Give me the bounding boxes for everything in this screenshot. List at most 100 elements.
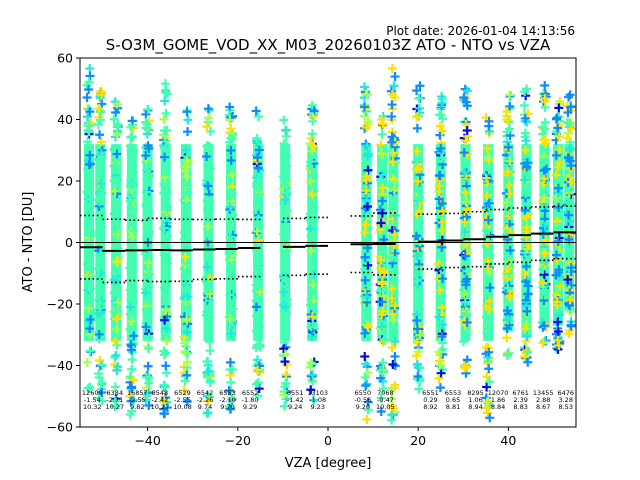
point-column <box>141 104 155 411</box>
data-point <box>280 258 290 268</box>
data-point <box>96 164 106 174</box>
data-point <box>363 368 373 378</box>
data-point <box>459 148 469 158</box>
bin-mean-label: -2.71 <box>106 396 123 404</box>
data-point <box>251 302 261 312</box>
bin-std-label: 8.53 <box>558 403 572 411</box>
data-point <box>460 167 470 177</box>
bin-std-label: 9.82 <box>130 403 144 411</box>
data-point <box>562 133 572 143</box>
data-point <box>484 347 494 357</box>
data-point <box>414 94 424 104</box>
data-point <box>205 346 215 356</box>
data-point <box>412 86 422 96</box>
data-point <box>113 362 123 372</box>
bin-mean-label: -2.10 <box>219 396 236 404</box>
data-point <box>227 364 237 374</box>
bin-std-label: 8.92 <box>423 403 437 411</box>
data-point <box>181 181 191 191</box>
data-point <box>82 112 92 122</box>
data-point <box>306 157 316 167</box>
data-point <box>414 103 424 113</box>
y-axis-ticks: −60 −40 −20 0 20 40 60 <box>47 51 80 435</box>
data-point <box>182 107 192 117</box>
data-point <box>461 136 471 146</box>
data-point <box>461 280 471 290</box>
data-point <box>306 358 316 368</box>
data-point <box>281 302 291 312</box>
data-point <box>282 161 292 171</box>
data-point <box>94 393 104 403</box>
data-point <box>225 115 235 125</box>
data-point <box>226 155 236 165</box>
data-point <box>129 331 139 341</box>
data-point <box>254 201 264 211</box>
data-point <box>141 187 151 197</box>
data-point <box>460 217 470 227</box>
data-point <box>412 276 422 286</box>
data-point <box>435 121 445 131</box>
y-tick-label: −20 <box>47 297 73 312</box>
data-point <box>412 324 422 334</box>
data-point <box>308 280 318 290</box>
point-column <box>519 84 533 367</box>
data-point <box>554 203 564 213</box>
data-point <box>540 81 550 91</box>
data-point <box>460 251 470 261</box>
data-point <box>437 302 447 312</box>
data-point <box>94 103 104 113</box>
data-point <box>306 246 316 256</box>
point-column <box>224 102 238 414</box>
point-column <box>538 81 551 348</box>
data-point <box>485 182 495 192</box>
data-point <box>83 137 93 147</box>
bin-count-label: 16857 <box>127 389 148 397</box>
data-point <box>551 170 561 180</box>
data-point <box>436 143 446 153</box>
bin-std-label: 10.05 <box>376 403 395 411</box>
data-point <box>85 176 95 186</box>
data-point <box>126 141 136 151</box>
data-point <box>83 259 93 269</box>
data-point <box>502 315 512 325</box>
bin-count-label: 12070 <box>488 389 509 397</box>
data-point <box>414 322 424 332</box>
point-column <box>179 105 193 407</box>
data-point <box>483 215 493 225</box>
bin-mean-label: 1.06 <box>468 396 482 404</box>
data-point <box>95 130 105 140</box>
data-point <box>566 200 576 210</box>
bin-std-label: 10.32 <box>83 403 102 411</box>
x-tick-label: −40 <box>134 433 160 448</box>
point-column <box>251 106 265 401</box>
data-point <box>555 281 565 291</box>
data-point <box>361 186 371 196</box>
data-point <box>307 288 316 298</box>
data-point <box>435 170 445 180</box>
data-point <box>159 346 169 356</box>
data-point <box>503 167 513 177</box>
bin-count-label: 6542 <box>197 389 214 397</box>
data-point <box>280 349 290 359</box>
bin-std-label: 9.70 <box>220 403 234 411</box>
data-point <box>307 359 317 369</box>
data-point <box>180 270 190 280</box>
data-point <box>97 188 107 198</box>
data-point <box>565 173 575 183</box>
data-point <box>484 152 494 162</box>
data-point <box>127 383 137 393</box>
data-point <box>226 191 236 201</box>
data-point <box>387 63 397 73</box>
bin-count-label: 6529 <box>174 389 191 397</box>
data-point <box>143 141 153 151</box>
data-point <box>390 301 400 311</box>
data-point <box>412 251 422 261</box>
data-point <box>282 188 292 198</box>
data-point <box>84 206 94 216</box>
data-point <box>279 229 289 239</box>
data-point <box>413 372 423 382</box>
data-point <box>482 372 492 382</box>
data-point <box>307 257 317 267</box>
data-point <box>437 153 447 163</box>
data-point <box>435 360 445 370</box>
